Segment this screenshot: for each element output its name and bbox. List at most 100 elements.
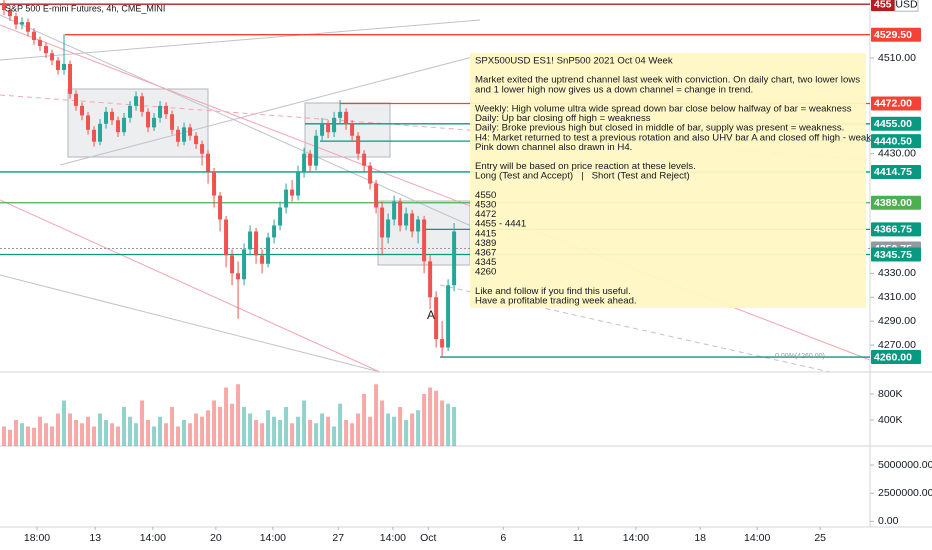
x-tick-label: Oct <box>420 532 436 544</box>
volume-bar <box>380 400 385 446</box>
volume-bar <box>446 403 451 446</box>
note-line: Daily: Broke previous high but closed in… <box>475 123 844 134</box>
volume-bar <box>386 413 391 446</box>
candle-body <box>242 249 247 280</box>
x-tick-label: 6 <box>500 532 506 544</box>
volume-bar <box>302 400 307 446</box>
candle-body <box>266 237 271 264</box>
candle-body <box>20 22 25 25</box>
volume-bar <box>26 426 31 446</box>
y-tick-label: 5000000.00 <box>878 459 932 471</box>
candle-body <box>170 114 175 130</box>
candle-body <box>200 144 205 154</box>
volume-bar <box>164 423 169 446</box>
volume-bar <box>2 426 7 446</box>
volume-bar <box>122 406 127 446</box>
candle-body <box>140 96 145 112</box>
candle-body <box>80 105 85 116</box>
volume-bar <box>56 413 61 446</box>
volume-bar <box>326 416 331 446</box>
x-tick-label: 14:00 <box>623 532 649 544</box>
x-tick-label: 14:00 <box>260 532 286 544</box>
volume-bar <box>398 406 403 446</box>
y-tick-label: 4330.00 <box>878 267 916 279</box>
volume-bar <box>410 413 415 446</box>
y-tick-label: 800K <box>878 388 903 400</box>
level-label-bg <box>871 350 921 365</box>
volume-bar <box>146 419 151 446</box>
volume-bar <box>236 384 241 446</box>
volume-bar <box>20 423 25 446</box>
volume-bar <box>86 416 91 446</box>
level-label-bg <box>871 195 921 210</box>
candle-body <box>326 123 331 133</box>
candle-body <box>224 219 229 256</box>
volume-bar <box>152 426 157 446</box>
volume-bar <box>62 400 67 446</box>
level-label: 4472.00 <box>874 98 912 110</box>
note-line: 4345 <box>475 257 496 268</box>
volume-bar <box>38 416 43 446</box>
note-line: SPX500USD ES1! SnP500 2021 Oct 04 Week <box>475 56 673 67</box>
level-label: 4529.50 <box>874 29 912 41</box>
candle-body <box>236 273 241 280</box>
volume-bar <box>296 416 301 446</box>
trend-line <box>0 274 381 373</box>
volume-bar <box>200 416 205 446</box>
candle-body <box>158 105 163 118</box>
note-line: Market exited the uptrend channel last w… <box>475 75 860 86</box>
volume-bar <box>374 384 379 446</box>
candle-body <box>362 153 367 166</box>
volume-bar <box>272 416 277 446</box>
volume-bar <box>50 426 55 446</box>
volume-bar <box>134 423 139 446</box>
candle-body <box>356 135 361 154</box>
note-line: H4: Market returned to test a previous r… <box>475 132 894 143</box>
volume-bar <box>14 419 19 446</box>
volume-bar <box>416 410 421 446</box>
candle-body <box>446 285 451 348</box>
candle-body <box>164 105 169 115</box>
candle-body <box>50 53 55 61</box>
y-tick-label: 400K <box>878 414 903 426</box>
note-line: Have a profitable trading week ahead. <box>475 296 637 307</box>
note-line: Long (Test and Accept) | Short (Test and… <box>475 171 690 182</box>
labels: 4510.00 4430.00 4330.00 4310.00 4290.00 4270.… <box>24 0 932 544</box>
volume-bar <box>44 423 49 446</box>
volume-bar <box>176 426 181 446</box>
level-label: 4345.75 <box>874 249 912 261</box>
volume-bar <box>80 423 85 446</box>
volume-bar <box>110 423 115 446</box>
volume-bar <box>356 413 361 446</box>
x-tick-label: 18 <box>694 532 706 544</box>
volume-bar <box>128 416 133 446</box>
candle-body <box>392 201 397 220</box>
candle-body <box>284 189 289 208</box>
volume-bar <box>182 419 187 446</box>
trend-line <box>0 19 481 61</box>
candle-body <box>176 129 181 142</box>
volume-bar <box>206 410 211 446</box>
volume-bar <box>332 426 337 446</box>
level-label: 4260.00 <box>874 351 912 363</box>
volume-bar <box>452 406 457 446</box>
level-label-bg <box>871 0 897 12</box>
volume-bar <box>218 406 223 446</box>
candle-body <box>92 129 97 142</box>
candle-body <box>368 165 373 184</box>
candle-body <box>404 213 409 226</box>
level-label: 455 <box>874 0 892 10</box>
candle-body <box>44 46 49 54</box>
level-label-bg <box>871 164 921 179</box>
candle-body <box>386 219 391 238</box>
volume-bar <box>248 413 253 446</box>
volume-bar <box>104 419 109 446</box>
volume-bar <box>440 400 445 446</box>
level-label-bg <box>871 116 921 131</box>
volume-bar <box>290 423 295 446</box>
candle-body <box>416 219 421 232</box>
note-line: Like and follow if you find this useful. <box>475 286 631 297</box>
channel-line <box>0 199 381 373</box>
volume-bar <box>314 423 319 446</box>
y-tick-label: 4310.00 <box>878 291 916 303</box>
